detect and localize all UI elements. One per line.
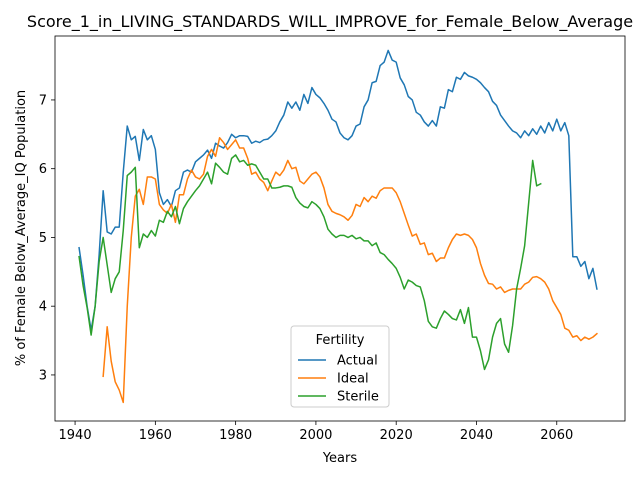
y-tick-label: 6 bbox=[39, 162, 47, 177]
series-line-ideal bbox=[102, 137, 598, 404]
x-tick-label: 1980 bbox=[219, 428, 252, 443]
y-tick-label: 5 bbox=[39, 231, 47, 246]
x-tick-label: 2020 bbox=[380, 428, 413, 443]
series-layer bbox=[78, 49, 598, 404]
legend: Fertility Actual Ideal Sterile bbox=[290, 325, 390, 408]
y-tick-label: 3 bbox=[39, 368, 47, 383]
x-tick-label: 2060 bbox=[540, 428, 573, 443]
x-tick-label: 2000 bbox=[299, 428, 332, 443]
legend-label-sterile: Sterile bbox=[337, 390, 379, 405]
x-tick-label: 1960 bbox=[139, 428, 172, 443]
series-line-actual bbox=[78, 49, 598, 331]
legend-title: Fertility bbox=[316, 333, 365, 348]
legend-box bbox=[290, 325, 390, 408]
y-axis-label: % of Female Below_Average_IQ Population bbox=[14, 90, 29, 366]
legend-label-actual: Actual bbox=[337, 354, 378, 369]
legend-entries: Actual Ideal Sterile bbox=[298, 354, 379, 405]
legend-label-ideal: Ideal bbox=[337, 372, 369, 387]
y-axis: 3 4 5 6 7 bbox=[39, 93, 55, 383]
x-tick-label: 2040 bbox=[460, 428, 493, 443]
series-line-sterile bbox=[78, 154, 542, 371]
chart-title: Score_1_in_LIVING_STANDARDS_WILL_IMPROVE… bbox=[27, 12, 633, 32]
x-axis-label: Years bbox=[322, 451, 358, 466]
y-tick-label: 4 bbox=[39, 300, 47, 315]
x-axis: 1940 1960 1980 2000 2020 2040 2060 bbox=[59, 421, 573, 443]
y-tick-label: 7 bbox=[39, 93, 47, 108]
x-tick-label: 1940 bbox=[59, 428, 92, 443]
plot-area-frame bbox=[54, 35, 626, 422]
